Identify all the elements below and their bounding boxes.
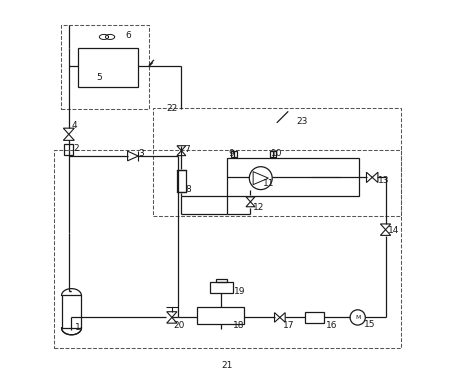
Bar <box>79 48 138 87</box>
Text: 8: 8 <box>186 185 191 194</box>
Circle shape <box>350 310 365 325</box>
Text: 9: 9 <box>228 149 234 158</box>
Text: 22: 22 <box>166 104 177 113</box>
Text: M: M <box>355 315 360 320</box>
Text: 3: 3 <box>139 149 145 158</box>
Text: 16: 16 <box>326 321 337 329</box>
Text: 19: 19 <box>234 287 245 296</box>
Bar <box>177 170 186 192</box>
Text: 4: 4 <box>71 121 77 130</box>
Text: 13: 13 <box>377 175 389 185</box>
Text: 14: 14 <box>388 226 400 235</box>
Text: 1: 1 <box>74 323 80 332</box>
Text: 5: 5 <box>97 73 103 82</box>
Bar <box>61 296 81 328</box>
Bar <box>216 278 227 282</box>
Text: 2: 2 <box>74 144 79 153</box>
Text: 12: 12 <box>253 203 265 213</box>
Bar <box>153 108 401 216</box>
Bar <box>64 144 73 155</box>
Text: 18: 18 <box>233 321 245 330</box>
Bar <box>54 149 401 348</box>
Text: 17: 17 <box>283 321 294 329</box>
Text: 21: 21 <box>221 361 233 370</box>
Text: 11: 11 <box>263 179 274 188</box>
Text: 6: 6 <box>125 31 131 40</box>
Bar <box>305 312 324 323</box>
Circle shape <box>249 167 272 190</box>
Bar <box>270 151 276 157</box>
Bar <box>197 307 244 324</box>
Bar <box>231 151 237 157</box>
Text: 23: 23 <box>297 117 308 126</box>
Text: 7: 7 <box>184 145 190 154</box>
Bar <box>61 26 149 110</box>
Bar <box>210 282 233 293</box>
Bar <box>227 158 359 196</box>
Text: 15: 15 <box>364 320 375 329</box>
Text: 20: 20 <box>173 321 184 330</box>
Text: 10: 10 <box>271 149 283 158</box>
